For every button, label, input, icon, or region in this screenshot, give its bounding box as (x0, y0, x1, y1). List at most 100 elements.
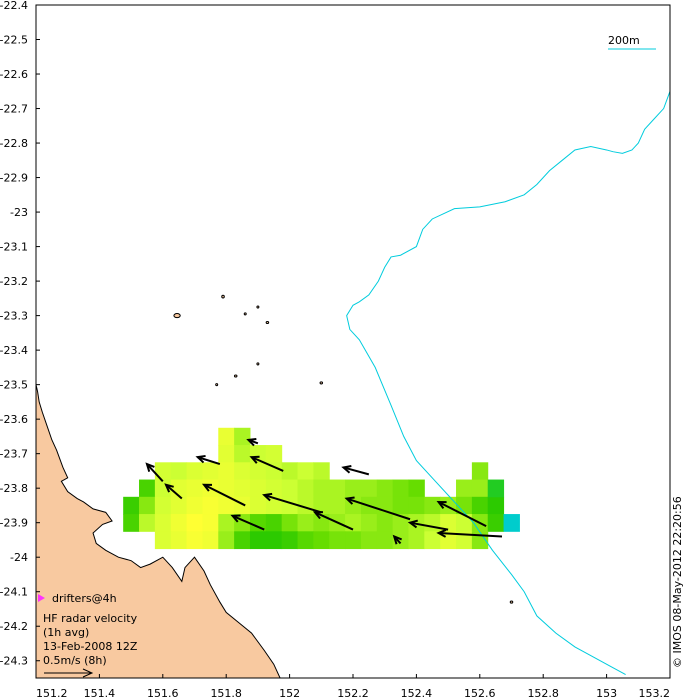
x-tick-label: 151.2 (36, 687, 68, 700)
legend-radar-title: HF radar velocity (43, 612, 138, 625)
velocity-arrow (392, 534, 403, 545)
island (509, 600, 514, 604)
velocity-cell (234, 531, 251, 550)
velocity-cell (234, 427, 251, 446)
y-tick-label: -22.9 (0, 172, 28, 185)
velocity-cell (218, 531, 235, 550)
velocity-cell (329, 479, 346, 498)
velocity-cell (392, 479, 409, 498)
velocity-cell (360, 479, 378, 498)
velocity-cell (503, 514, 520, 532)
velocity-cell (297, 496, 314, 515)
island (221, 294, 225, 299)
velocity-cell (123, 496, 140, 515)
y-tick-label: -22.7 (0, 103, 28, 116)
velocity-cell (392, 496, 409, 515)
y-tick-label: -23.2 (0, 275, 28, 288)
isobath-200m (346, 91, 671, 675)
velocity-arrow (195, 454, 221, 465)
legend-date: 13-Feb-2008 12Z (43, 640, 138, 653)
y-tick-label: -23.5 (0, 379, 28, 392)
velocity-cell (345, 514, 362, 532)
velocity-cell (202, 462, 219, 481)
velocity-cell (170, 496, 188, 515)
map-background (36, 5, 670, 678)
y-tick-label: -24.3 (0, 655, 28, 668)
velocity-cell (281, 479, 299, 498)
y-tick-label: -22.8 (0, 137, 28, 150)
velocity-cell (329, 496, 346, 515)
y-tick-label: -23.1 (0, 241, 28, 254)
velocity-arrow (230, 514, 265, 531)
velocity-cell (139, 496, 156, 515)
velocity-cell (376, 531, 394, 550)
velocity-cell (424, 496, 441, 515)
y-tick-label: -24 (10, 551, 28, 564)
y-tick-label: -22.5 (0, 34, 28, 47)
x-tick-label: 152.8 (527, 687, 559, 700)
velocity-arrow (249, 455, 284, 472)
velocity-cell (170, 531, 188, 550)
velocity-cell (123, 514, 140, 532)
velocity-arrow (201, 483, 246, 507)
legend-ref-arrow-label: 0.5m/s (8h) (43, 654, 107, 667)
velocity-vectors (145, 438, 503, 545)
velocity-cell (487, 514, 505, 532)
velocity-cell (345, 479, 362, 498)
x-tick-label: 151.6 (147, 687, 179, 700)
coastline (35, 384, 281, 679)
x-tick-label: 152 (279, 687, 300, 700)
velocity-arrow (407, 519, 449, 531)
island (256, 362, 260, 366)
velocity-cell (186, 479, 203, 498)
island (319, 381, 324, 385)
x-tick-label: 153.2 (639, 687, 671, 700)
velocity-cell (202, 496, 219, 515)
velocity-arrow (262, 492, 322, 514)
y-tick-label: -23.8 (0, 482, 28, 495)
velocity-cell (424, 514, 441, 532)
velocity-cell (265, 496, 283, 515)
velocity-cell (186, 531, 203, 550)
velocity-arrow (436, 529, 503, 538)
y-tick-label: -22.6 (0, 68, 28, 81)
y-tick-label: -24.2 (0, 620, 28, 633)
velocity-arrow (145, 462, 164, 482)
velocity-cell (218, 479, 235, 498)
velocity-cell (456, 496, 473, 515)
reference-arrow-icon (44, 668, 94, 678)
velocity-cell (234, 462, 251, 481)
y-tick-label: -24.1 (0, 586, 28, 599)
y-axis-ticks: -22.4 -22.5 -22.6 -22.7 -22.8 -22.9 -23 -23.1 -2… (0, 0, 40, 668)
velocity-cell (424, 531, 441, 550)
x-tick-label: 153 (596, 687, 617, 700)
velocity-cell (471, 496, 489, 515)
velocity-cell (186, 462, 203, 481)
velocity-cell (234, 445, 251, 463)
velocity-cell (249, 514, 267, 532)
velocity-arrow (341, 465, 370, 476)
legend-radar-avg: (1h avg) (43, 626, 89, 639)
velocity-cell (202, 514, 219, 532)
island (256, 305, 260, 309)
velocity-cell (281, 496, 299, 515)
velocity-cell (297, 479, 314, 498)
velocity-cell (440, 514, 457, 532)
velocity-cell (249, 496, 267, 515)
velocity-cell (392, 531, 409, 550)
velocity-cell (360, 514, 378, 532)
velocity-cell (249, 479, 267, 498)
velocity-cell (249, 462, 267, 481)
land-mass (35, 384, 281, 679)
velocity-cell (360, 531, 378, 550)
velocity-cell (139, 479, 156, 498)
y-tick-label: -23.7 (0, 448, 28, 461)
y-tick-label: -23 (10, 206, 28, 219)
velocity-cell (139, 514, 156, 532)
island (243, 312, 247, 316)
velocity-cell (186, 514, 203, 532)
velocity-cell (408, 531, 425, 550)
velocity-arrow (246, 438, 259, 447)
island (233, 374, 238, 378)
y-tick-label: -23.6 (0, 413, 28, 426)
